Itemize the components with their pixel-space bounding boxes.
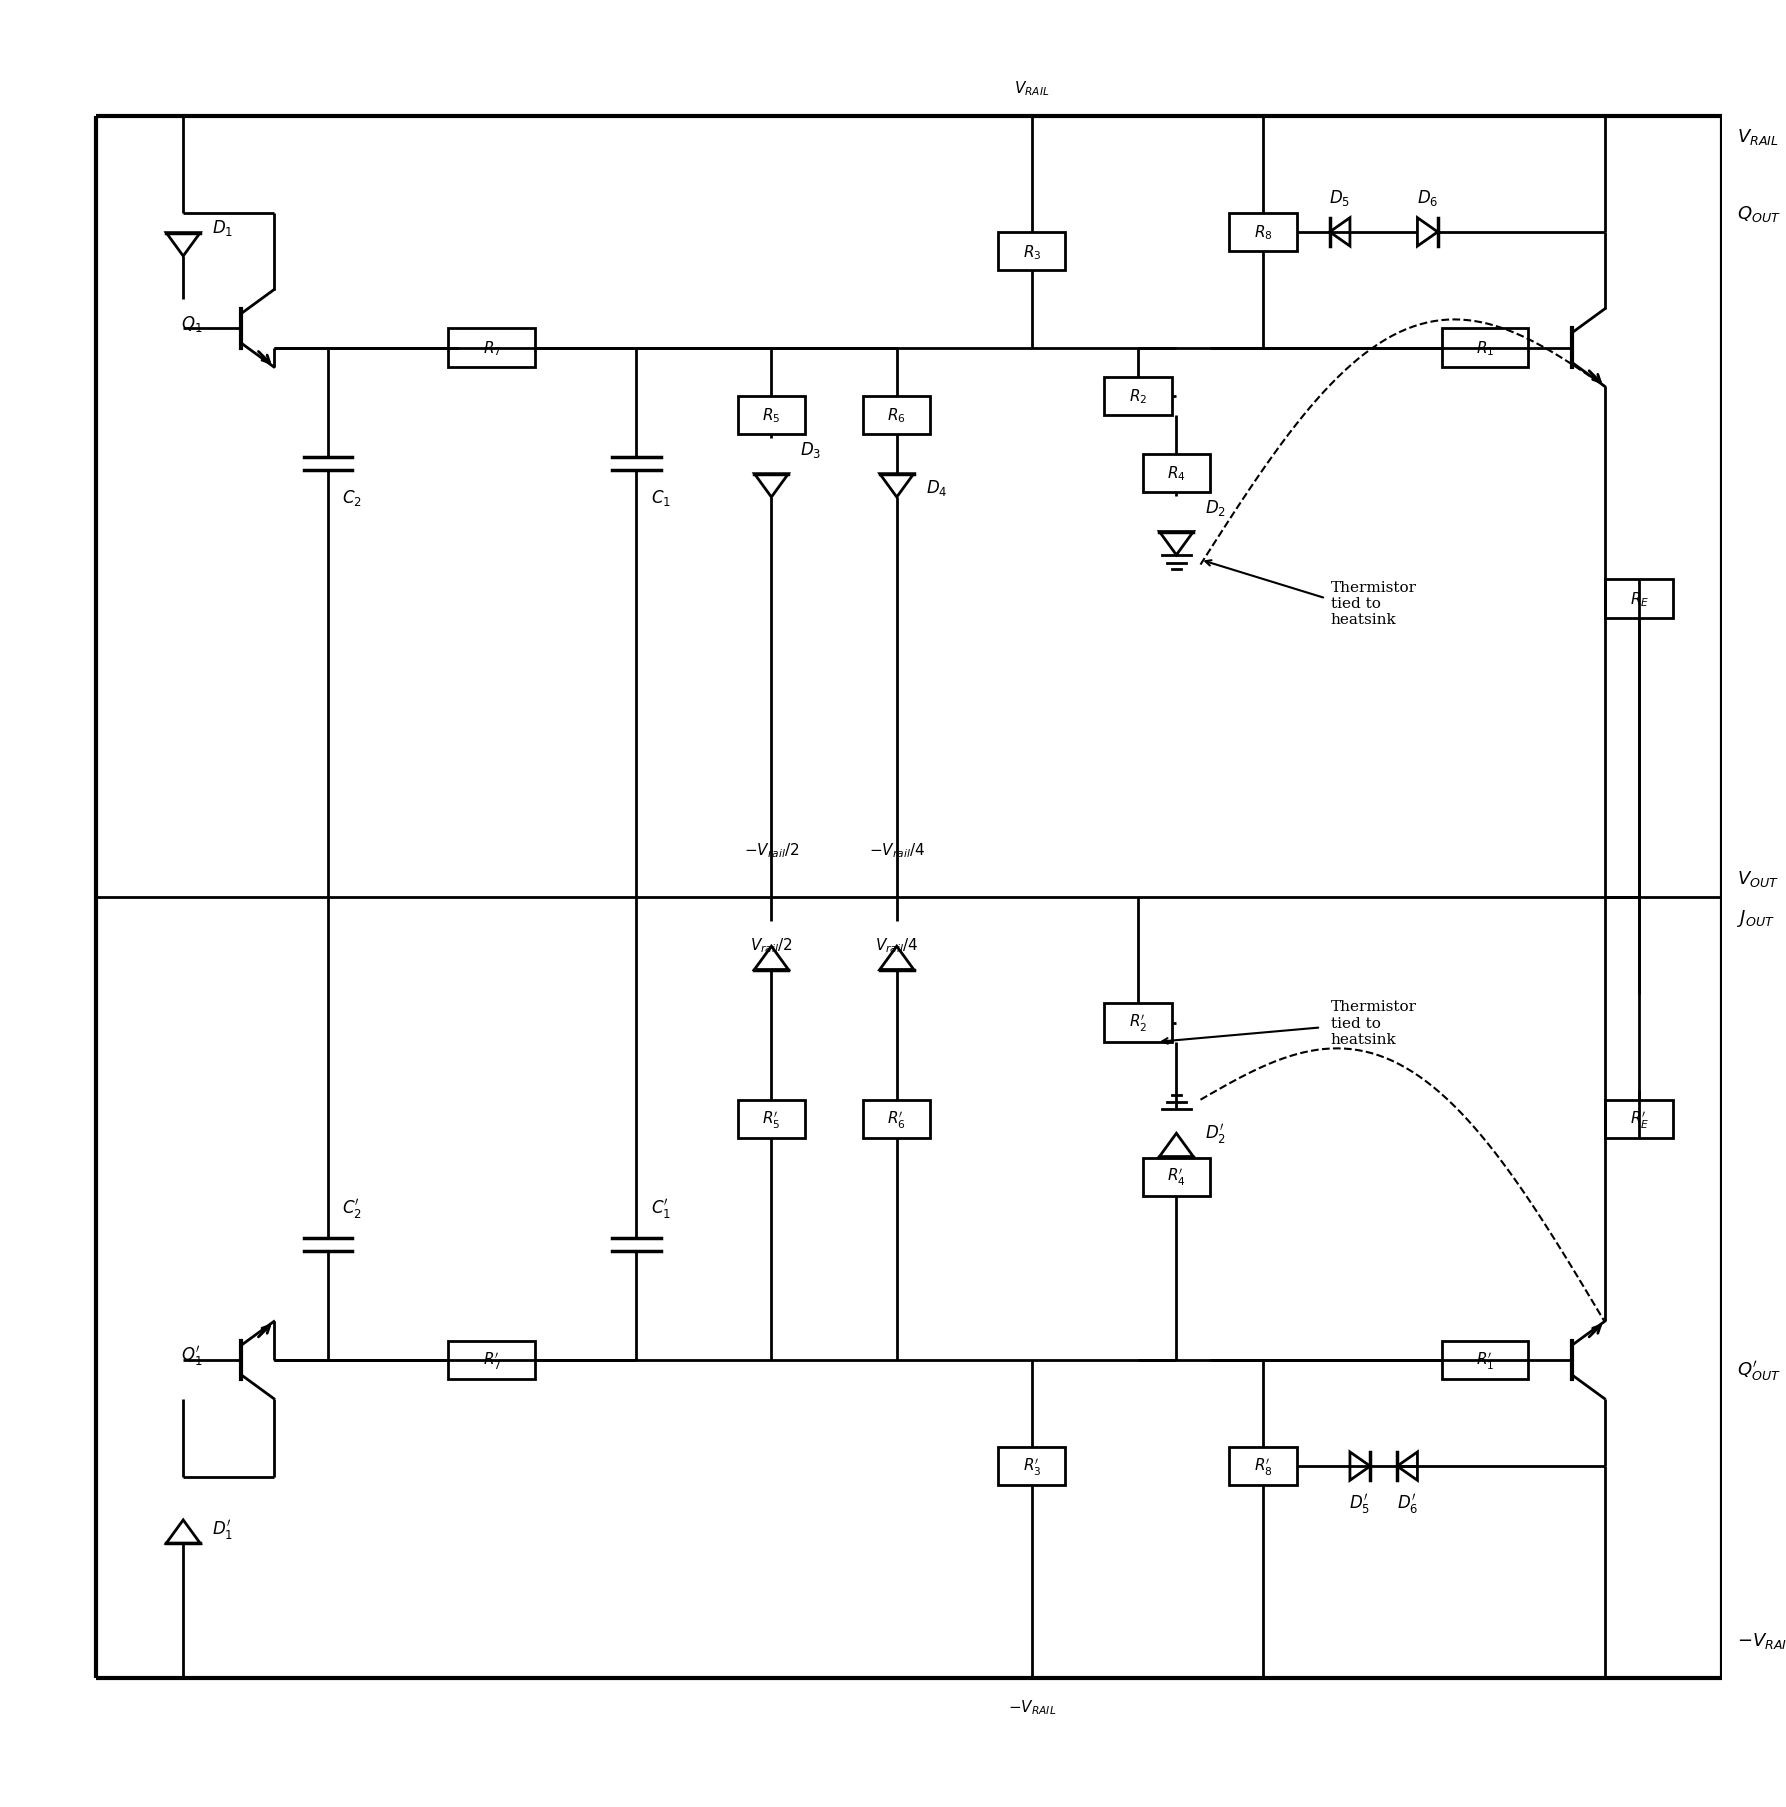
Bar [1441, 329, 1529, 367]
Text: $D_5$: $D_5$ [1329, 188, 1350, 208]
Bar [1143, 454, 1211, 493]
Text: $D_2'$: $D_2'$ [1206, 1122, 1227, 1146]
Text: $D_5'$: $D_5'$ [1350, 1491, 1370, 1516]
Text: $R_4$: $R_4$ [1166, 464, 1186, 482]
Text: $R_3'$: $R_3'$ [1023, 1456, 1041, 1476]
Bar [448, 1341, 536, 1379]
Text: $D_1'$: $D_1'$ [213, 1516, 234, 1541]
Text: $V_{RAIL}$: $V_{RAIL}$ [1014, 80, 1050, 98]
Bar [1229, 1447, 1297, 1485]
Bar [738, 396, 805, 435]
Text: $R_6$: $R_6$ [888, 407, 906, 425]
Bar [738, 1100, 805, 1138]
Text: $Q_1'$: $Q_1'$ [180, 1343, 202, 1368]
Text: $R_3$: $R_3$ [1023, 242, 1041, 262]
Bar [1441, 1341, 1529, 1379]
Text: $-V_{rail}/4$: $-V_{rail}/4$ [868, 840, 925, 858]
Text: $Q_1$: $Q_1$ [180, 314, 202, 334]
Bar [1143, 1158, 1211, 1196]
Text: $-V_{rail}/2$: $-V_{rail}/2$ [743, 840, 798, 858]
Text: $C_2'$: $C_2'$ [343, 1196, 363, 1220]
Text: $R_E'$: $R_E'$ [1629, 1109, 1648, 1129]
Text: $R_7$: $R_7$ [482, 340, 502, 358]
Text: $J_{OUT}$: $J_{OUT}$ [1736, 907, 1775, 929]
Text: $-V_{RAIL}$: $-V_{RAIL}$ [1736, 1630, 1786, 1650]
Text: $V_{RAIL}$: $V_{RAIL}$ [1736, 126, 1779, 146]
Bar [1606, 580, 1673, 618]
Text: $D_6$: $D_6$ [1416, 188, 1438, 208]
Text: $R_1$: $R_1$ [1475, 340, 1495, 358]
Text: $R_E$: $R_E$ [1629, 589, 1648, 609]
Text: $C_1'$: $C_1'$ [650, 1196, 672, 1220]
Text: $R_2$: $R_2$ [1129, 387, 1147, 407]
Text: $R_5$: $R_5$ [763, 407, 780, 425]
Text: $R_8'$: $R_8'$ [1254, 1456, 1272, 1476]
Text: Thermistor
tied to
heatsink: Thermistor tied to heatsink [1331, 580, 1416, 627]
Text: $R_4'$: $R_4'$ [1166, 1167, 1186, 1187]
Text: $D_1$: $D_1$ [213, 219, 234, 239]
Text: $R_7'$: $R_7'$ [482, 1350, 502, 1372]
Text: $C_2$: $C_2$ [343, 488, 363, 508]
Bar [863, 1100, 931, 1138]
Text: $R_2'$: $R_2'$ [1129, 1012, 1147, 1034]
Text: $D_4$: $D_4$ [925, 479, 947, 499]
Text: $V_{rail}/4$: $V_{rail}/4$ [875, 936, 918, 954]
Text: $V_{OUT}$: $V_{OUT}$ [1736, 867, 1779, 887]
Text: $R_6'$: $R_6'$ [888, 1109, 906, 1129]
Text: $D_2$: $D_2$ [1206, 497, 1227, 517]
Text: $D_6'$: $D_6'$ [1397, 1491, 1418, 1516]
Text: Thermistor
tied to
heatsink: Thermistor tied to heatsink [1331, 999, 1416, 1046]
Text: $V_{rail}/2$: $V_{rail}/2$ [750, 936, 793, 954]
Text: $D_3$: $D_3$ [800, 439, 822, 459]
Text: $C_1$: $C_1$ [650, 488, 672, 508]
Text: $Q_{OUT}$: $Q_{OUT}$ [1736, 204, 1781, 224]
Text: $R_8$: $R_8$ [1254, 224, 1272, 242]
Text: $-V_{RAIL}$: $-V_{RAIL}$ [1007, 1697, 1056, 1717]
Bar [1104, 1003, 1172, 1043]
Text: $R_5'$: $R_5'$ [763, 1109, 780, 1129]
Text: $Q_{OUT}'$: $Q_{OUT}'$ [1736, 1357, 1781, 1382]
Bar [448, 329, 536, 367]
Bar [1606, 1100, 1673, 1138]
Bar [998, 1447, 1066, 1485]
Text: $R_1'$: $R_1'$ [1475, 1350, 1495, 1372]
Bar [1104, 378, 1172, 416]
Bar [998, 233, 1066, 271]
Bar [863, 396, 931, 435]
Bar [1229, 213, 1297, 251]
